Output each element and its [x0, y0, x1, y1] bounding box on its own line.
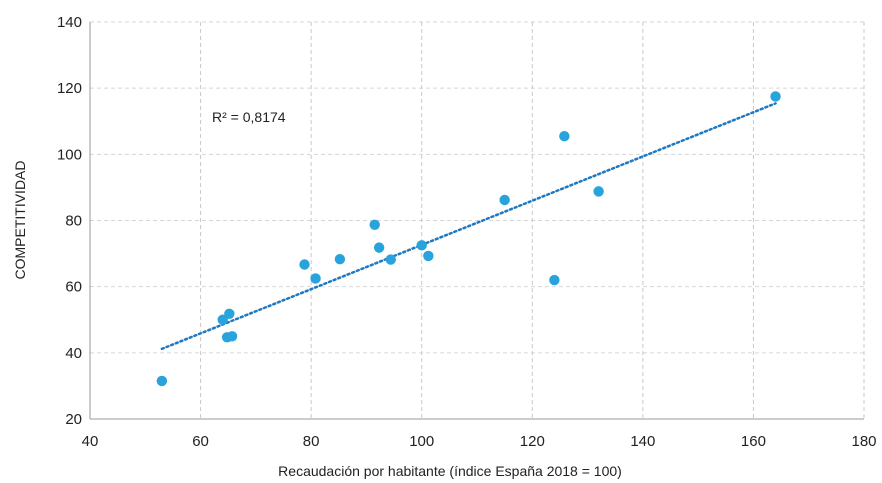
- data-point: [217, 314, 228, 325]
- data-point: [299, 259, 310, 270]
- y-tick-label: 40: [65, 345, 82, 362]
- data-point: [559, 130, 570, 142]
- data-point: [310, 273, 321, 284]
- x-tick-label: 60: [192, 433, 209, 450]
- x-tick-label: 100: [409, 433, 434, 450]
- x-tick-label: 40: [82, 433, 99, 450]
- x-tick-label: 80: [303, 433, 320, 450]
- data-point: [385, 254, 396, 265]
- y-tick-label: 140: [57, 14, 82, 31]
- data-point: [549, 274, 560, 286]
- data-points: [156, 91, 781, 387]
- data-point: [423, 250, 434, 262]
- gridlines: [90, 21, 865, 419]
- data-point: [226, 331, 238, 342]
- y-tick-label: 20: [65, 411, 82, 428]
- data-point: [224, 308, 235, 319]
- data-point: [334, 254, 346, 265]
- y-tick-label: 100: [57, 146, 82, 163]
- y-tick-label: 60: [65, 279, 82, 296]
- r-squared-annotation: R² = 0,8174: [212, 109, 286, 125]
- trendline-layer: [160, 102, 777, 351]
- data-point: [416, 240, 427, 251]
- y-tick-label: 80: [65, 213, 82, 230]
- x-axis-label: Recaudación por habitante (índice España…: [278, 463, 622, 479]
- data-point: [156, 375, 168, 387]
- data-point: [369, 219, 380, 231]
- x-tick-label: 160: [741, 433, 766, 450]
- x-tick-label: 180: [851, 433, 876, 450]
- data-point: [593, 186, 604, 197]
- x-tick-label: 120: [520, 433, 545, 450]
- x-tick-label: 140: [630, 433, 655, 450]
- y-tick-label: 120: [57, 80, 82, 97]
- data-point: [770, 91, 781, 102]
- y-axis-label: COMPETITIVIDAD: [12, 160, 28, 279]
- data-point: [373, 242, 385, 253]
- data-point: [499, 194, 510, 206]
- trendline: [160, 102, 777, 351]
